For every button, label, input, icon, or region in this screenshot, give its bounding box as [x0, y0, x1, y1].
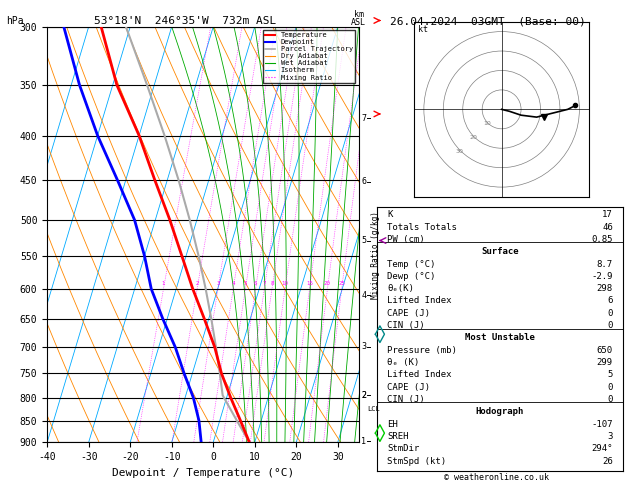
Text: 7: 7: [262, 281, 266, 286]
Text: EH: EH: [387, 420, 398, 429]
Text: -2.9: -2.9: [591, 272, 613, 281]
Text: 0: 0: [608, 382, 613, 392]
Text: Hodograph: Hodograph: [476, 407, 524, 417]
Text: 15: 15: [306, 281, 313, 286]
Text: 10: 10: [484, 121, 491, 126]
Text: Temp (°C): Temp (°C): [387, 260, 436, 269]
Text: 17: 17: [602, 210, 613, 219]
Text: 6: 6: [253, 281, 257, 286]
Text: Lifted Index: Lifted Index: [387, 296, 452, 306]
Legend: Temperature, Dewpoint, Parcel Trajectory, Dry Adiabat, Wet Adiabat, Isotherm, Mi: Temperature, Dewpoint, Parcel Trajectory…: [263, 30, 355, 83]
Text: Mixing Ratio (g/kg): Mixing Ratio (g/kg): [371, 211, 381, 299]
Text: K: K: [387, 210, 392, 219]
X-axis label: Dewpoint / Temperature (°C): Dewpoint / Temperature (°C): [112, 468, 294, 478]
Text: 30: 30: [455, 149, 464, 154]
Text: Pressure (mb): Pressure (mb): [387, 346, 457, 355]
Text: CIN (J): CIN (J): [387, 395, 425, 404]
Text: Dewp (°C): Dewp (°C): [387, 272, 436, 281]
Text: Totals Totals: Totals Totals: [387, 223, 457, 231]
Text: 5: 5: [243, 281, 247, 286]
Text: ASL: ASL: [351, 18, 366, 27]
Text: 3: 3: [362, 342, 366, 351]
Text: km: km: [353, 10, 364, 19]
Text: Surface: Surface: [481, 247, 519, 256]
Text: © weatheronline.co.uk: © weatheronline.co.uk: [445, 473, 549, 482]
Text: Most Unstable: Most Unstable: [465, 333, 535, 343]
Text: 294°: 294°: [591, 444, 613, 453]
Text: 3: 3: [608, 432, 613, 441]
Text: CAPE (J): CAPE (J): [387, 382, 430, 392]
Text: 10: 10: [282, 281, 289, 286]
Text: StmDir: StmDir: [387, 444, 420, 453]
Text: 299: 299: [597, 358, 613, 367]
Text: Lifted Index: Lifted Index: [387, 370, 452, 380]
Text: 5: 5: [608, 370, 613, 380]
Text: 46: 46: [602, 223, 613, 231]
Text: -107: -107: [591, 420, 613, 429]
Text: 6: 6: [608, 296, 613, 306]
Text: 4: 4: [362, 291, 366, 300]
Text: 4: 4: [231, 281, 235, 286]
Text: 8.7: 8.7: [597, 260, 613, 269]
Text: CIN (J): CIN (J): [387, 321, 425, 330]
Text: θₑ (K): θₑ (K): [387, 358, 420, 367]
Text: 6: 6: [362, 177, 366, 186]
Text: 2: 2: [196, 281, 199, 286]
Text: kt: kt: [418, 25, 428, 34]
Text: 0.85: 0.85: [591, 235, 613, 244]
Text: CAPE (J): CAPE (J): [387, 309, 430, 318]
Text: 7: 7: [362, 114, 366, 122]
Text: θₑ(K): θₑ(K): [387, 284, 414, 293]
Text: 650: 650: [597, 346, 613, 355]
Text: SREH: SREH: [387, 432, 409, 441]
Text: 2: 2: [362, 391, 366, 400]
Text: 20: 20: [324, 281, 331, 286]
Text: 298: 298: [597, 284, 613, 293]
Text: 1: 1: [162, 281, 165, 286]
Text: 5: 5: [362, 236, 366, 245]
Text: hPa: hPa: [6, 16, 24, 26]
Text: 0: 0: [608, 309, 613, 318]
Text: 20: 20: [470, 135, 477, 140]
Text: 3: 3: [216, 281, 220, 286]
Text: 2: 2: [362, 391, 366, 400]
Text: 0: 0: [608, 395, 613, 404]
Text: 26.04.2024  03GMT  (Base: 00): 26.04.2024 03GMT (Base: 00): [390, 16, 586, 26]
Text: 26: 26: [602, 457, 613, 466]
Text: 25: 25: [338, 281, 345, 286]
Text: 8: 8: [270, 281, 274, 286]
Text: LCL: LCL: [367, 406, 380, 412]
Text: 53°18'N  246°35'W  732m ASL: 53°18'N 246°35'W 732m ASL: [94, 16, 277, 26]
Text: 0: 0: [608, 321, 613, 330]
Text: PW (cm): PW (cm): [387, 235, 425, 244]
Text: 1: 1: [362, 437, 366, 446]
Text: StmSpd (kt): StmSpd (kt): [387, 457, 447, 466]
